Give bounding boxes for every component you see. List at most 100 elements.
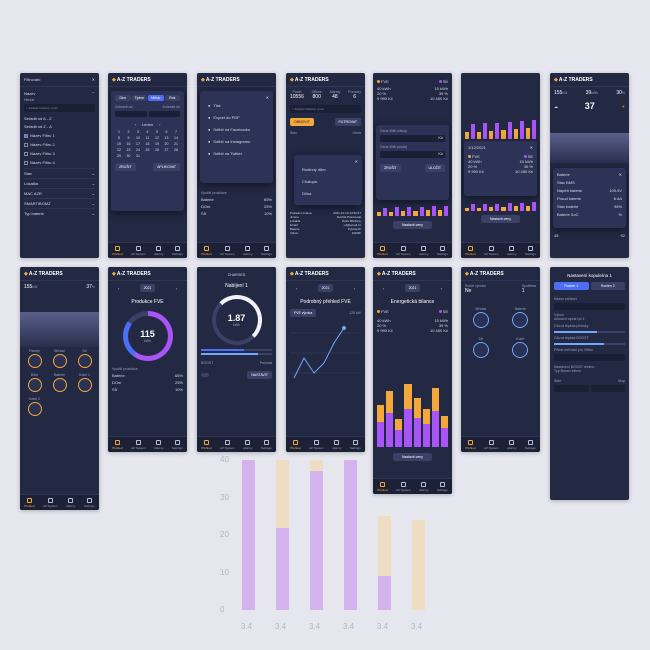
- dropdown-option[interactable]: Rodinný dům: [298, 164, 358, 176]
- filter-group[interactable]: MAC AZR ⌄: [24, 188, 95, 198]
- filter-group[interactable]: Lokalita ⌄: [24, 178, 95, 188]
- nav-item-3[interactable]: Settings: [525, 245, 536, 256]
- mode-value[interactable]: Typ Boost režimu: [554, 369, 582, 373]
- name-input[interactable]: [554, 303, 625, 310]
- nav-item-2[interactable]: Alarmy: [243, 245, 252, 256]
- schema-node[interactable]: Kotel 2: [24, 397, 45, 417]
- schema-node[interactable]: Kotel 1: [74, 373, 95, 393]
- share-item[interactable]: ● Sdílet na Facebooku: [204, 124, 269, 136]
- prev-month-icon[interactable]: ‹: [134, 122, 136, 127]
- schema-node[interactable]: Baterie: [49, 373, 70, 393]
- search-input[interactable]: ⌕ Zadejte hledaný výraz: [24, 104, 95, 112]
- nav-item-2[interactable]: Alarmy: [507, 245, 516, 256]
- select-input[interactable]: [554, 354, 625, 361]
- schema-node[interactable]: Síť: [74, 349, 95, 369]
- prev-icon[interactable]: ‹: [296, 285, 298, 291]
- sell-price-input[interactable]: Kč: [380, 151, 445, 158]
- schema-node[interactable]: Dům: [24, 373, 45, 393]
- dropdown-option[interactable]: Chalupa: [298, 176, 358, 188]
- nav-item-3[interactable]: Settings: [437, 245, 448, 256]
- close-icon[interactable]: ✕: [91, 77, 95, 82]
- nav-item-3[interactable]: Settings: [84, 497, 95, 508]
- nav-item-0[interactable]: Přehled: [201, 245, 212, 256]
- nav-item-2[interactable]: Alarmy: [332, 439, 341, 450]
- tab-2[interactable]: Měsíc: [148, 95, 164, 101]
- calendar-day[interactable]: 23: [126, 148, 131, 152]
- calendar-day[interactable]: 30: [126, 154, 131, 158]
- nav-item-0[interactable]: Přehled: [290, 439, 301, 450]
- schema-node[interactable]: Kotel: [505, 337, 537, 359]
- set-price-button[interactable]: Nastavit ceny: [481, 215, 520, 223]
- calendar-day[interactable]: 11: [145, 136, 150, 140]
- share-item[interactable]: ● Tisk: [204, 100, 269, 112]
- tab-1[interactable]: Týden: [131, 95, 147, 101]
- temp1-slider[interactable]: [554, 331, 625, 333]
- sort-za[interactable]: Seřadit od Z - A: [24, 124, 52, 129]
- calendar-day[interactable]: 25: [145, 148, 150, 152]
- cancel-button[interactable]: ZRUŠIT: [380, 164, 401, 172]
- calendar-day[interactable]: 24: [136, 148, 140, 152]
- apply-button[interactable]: APLIKOVAT: [153, 163, 180, 171]
- prev-icon[interactable]: ‹: [118, 285, 120, 291]
- schema-node[interactable]: Síť: [465, 337, 497, 359]
- calendar-day[interactable]: 1: [118, 130, 120, 134]
- calendar-day[interactable]: 22: [117, 148, 121, 152]
- calendar-day[interactable]: 18: [145, 142, 150, 146]
- period-selector[interactable]: 2021: [404, 284, 421, 292]
- schema-node[interactable]: Baterie: [505, 307, 537, 329]
- calendar-day[interactable]: 27: [164, 148, 169, 152]
- calendar-day[interactable]: 3: [137, 130, 139, 134]
- calendar-day[interactable]: 29: [117, 154, 121, 158]
- nav-item-0[interactable]: Přehled: [377, 245, 388, 256]
- nav-item-0[interactable]: Přehled: [201, 439, 212, 450]
- calendar-day[interactable]: 26: [155, 148, 159, 152]
- calendar-day[interactable]: 13: [164, 136, 169, 140]
- calendar-day[interactable]: 12: [155, 136, 159, 140]
- close-icon[interactable]: ✕: [265, 95, 269, 100]
- search-input[interactable]: ⌕ Zadejte hledaný výraz: [290, 105, 361, 113]
- nav-item-2[interactable]: Alarmy: [419, 245, 428, 256]
- sort-az[interactable]: Seřadit od A - Z: [24, 116, 52, 121]
- nav-item-3[interactable]: Settings: [437, 481, 448, 492]
- nav-item-0[interactable]: Přehled: [377, 481, 388, 492]
- nav-item-1[interactable]: AZ System: [309, 439, 324, 450]
- nav-item-3[interactable]: Settings: [525, 439, 536, 450]
- nav-item-1[interactable]: AZ System: [220, 439, 235, 450]
- prev-icon[interactable]: ‹: [383, 285, 385, 291]
- calendar-day[interactable]: 8: [118, 136, 120, 140]
- temp2-slider[interactable]: [554, 343, 625, 345]
- filter-option[interactable]: Název Filtru 2: [24, 142, 95, 147]
- calendar-day[interactable]: 7: [175, 130, 177, 134]
- calendar-day[interactable]: 15: [117, 142, 121, 146]
- share-item[interactable]: ● Export do PDF: [204, 112, 269, 124]
- close-icon[interactable]: ✕: [354, 159, 358, 164]
- nav-item-2[interactable]: Alarmy: [66, 497, 75, 508]
- nav-item-0[interactable]: Přehled: [112, 245, 123, 256]
- nav-item-2[interactable]: Alarmy: [243, 439, 252, 450]
- nav-item-1[interactable]: AZ System: [484, 439, 499, 450]
- stop-input[interactable]: [590, 385, 625, 392]
- nav-item-3[interactable]: Settings: [172, 439, 183, 450]
- nav-item-2[interactable]: Alarmy: [507, 439, 516, 450]
- tab-3[interactable]: Rok: [164, 95, 180, 101]
- dropdown-option[interactable]: Dílna: [298, 188, 358, 200]
- calendar-day[interactable]: 9: [127, 136, 130, 140]
- close-icon[interactable]: ✕: [618, 172, 622, 177]
- filter-group[interactable]: SMART/BOMZ ⌄: [24, 198, 95, 208]
- calendar-day[interactable]: 6: [165, 130, 168, 134]
- checkbox[interactable]: [24, 133, 28, 138]
- cancel-button[interactable]: ZRUŠIT: [115, 163, 136, 171]
- next-icon[interactable]: ›: [440, 285, 442, 291]
- to-input[interactable]: [148, 111, 180, 117]
- tab-0[interactable]: Rozlen 1: [554, 282, 589, 290]
- calendar-day[interactable]: 4: [146, 130, 149, 134]
- buy-price-input[interactable]: Kč: [380, 135, 445, 142]
- nav-item-2[interactable]: Alarmy: [419, 481, 428, 492]
- set-price-button[interactable]: Nastavit ceny: [393, 221, 432, 229]
- nav-item-1[interactable]: AZ System: [396, 245, 411, 256]
- nav-item-0[interactable]: Přehled: [24, 497, 35, 508]
- checkbox[interactable]: [24, 160, 28, 165]
- nav-item-3[interactable]: Settings: [261, 245, 272, 256]
- boost-toggle[interactable]: [201, 373, 209, 377]
- series-select[interactable]: FVE výroba: [290, 309, 317, 317]
